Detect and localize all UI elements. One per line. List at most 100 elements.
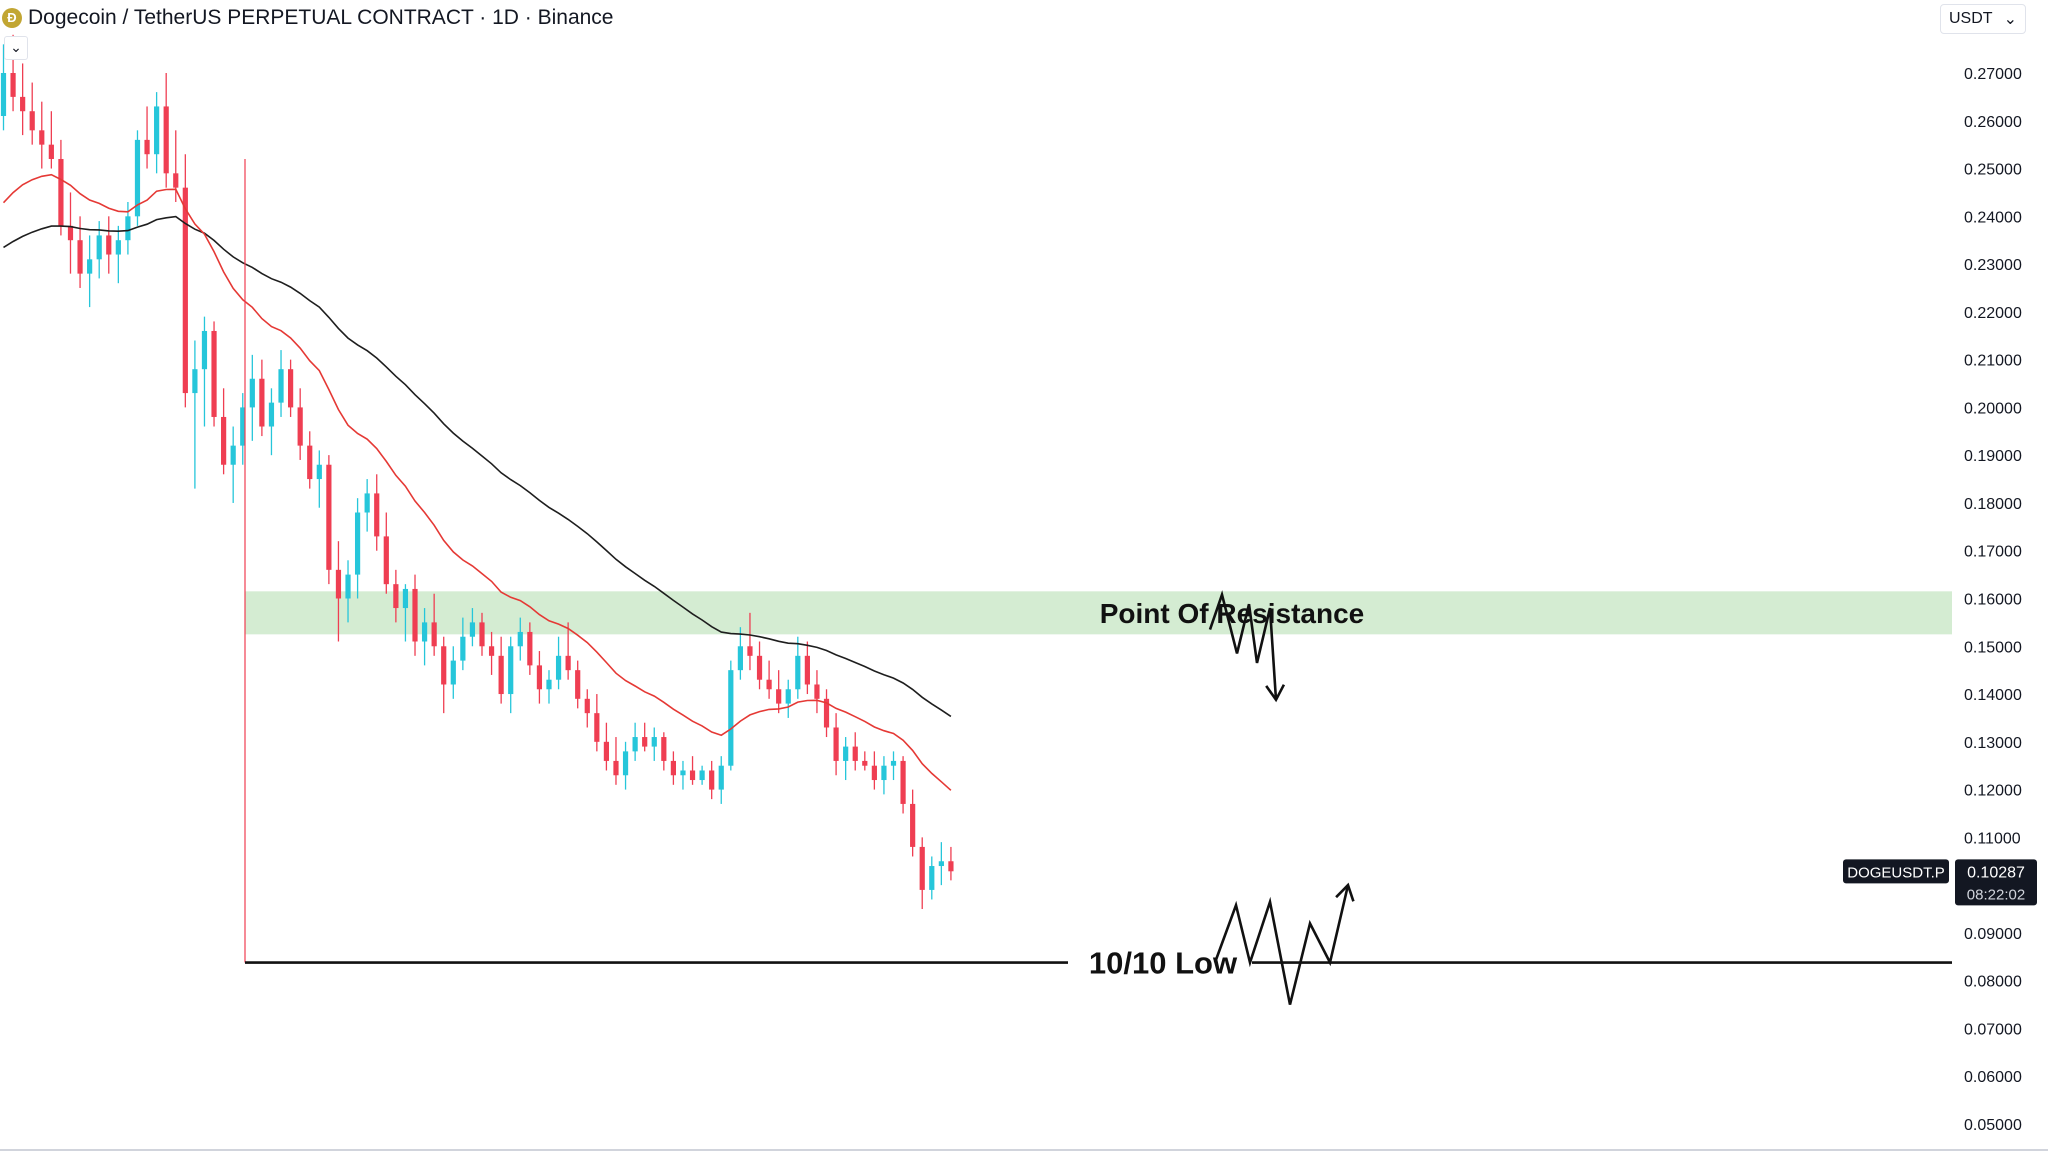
candle <box>728 660 734 771</box>
candle <box>221 388 227 475</box>
symbol-title[interactable]: Dogecoin / TetherUS PERPETUAL CONTRACT ·… <box>28 6 614 29</box>
candle-body <box>144 139 150 155</box>
candle <box>833 713 839 776</box>
candle <box>689 756 696 785</box>
candle-body <box>632 737 638 752</box>
candle-body <box>288 369 294 408</box>
candle-body <box>431 622 437 647</box>
candle <box>785 679 791 718</box>
candle <box>881 756 887 795</box>
candle <box>929 856 935 900</box>
candle <box>766 660 772 699</box>
candle-body <box>910 803 916 847</box>
collapse-button[interactable]: ⌄ <box>4 36 28 60</box>
candle-body <box>249 378 255 408</box>
candle <box>948 846 954 881</box>
candle <box>938 842 944 886</box>
y-tick-label: 0.12000 <box>1964 783 2022 800</box>
candle-body <box>402 588 409 609</box>
candle <box>622 741 629 790</box>
candle-body <box>881 765 887 781</box>
candle-body <box>230 445 236 465</box>
candle <box>488 631 495 675</box>
candle <box>87 235 93 308</box>
candle <box>890 751 897 781</box>
candle <box>259 359 265 437</box>
currency-selector[interactable]: USDT ⌄ <box>1940 4 2026 34</box>
candle-body <box>39 130 45 145</box>
candle <box>460 617 466 671</box>
candle <box>39 101 45 169</box>
last-price-tag <box>1955 859 2037 906</box>
last-price-label: 0.10287 <box>1967 864 2025 881</box>
y-tick-label: 0.27000 <box>1964 66 2022 83</box>
candle-body <box>87 259 93 274</box>
candle <box>450 646 456 699</box>
candle <box>613 737 619 785</box>
candle <box>737 627 743 680</box>
y-tick-label: 0.23000 <box>1964 257 2022 274</box>
candle <box>651 727 657 761</box>
candle <box>584 689 590 728</box>
candle-body <box>278 369 284 403</box>
candle <box>795 636 801 699</box>
candle-body <box>565 655 571 671</box>
candle <box>910 789 916 857</box>
candle-body <box>948 861 954 872</box>
candle <box>154 92 160 174</box>
candle-body <box>460 636 466 661</box>
candle-body <box>795 655 801 690</box>
candle-body <box>115 240 121 255</box>
candle-body <box>488 646 495 656</box>
candle <box>508 636 514 714</box>
candle-body <box>364 493 370 513</box>
candle <box>479 612 485 656</box>
candle-body <box>938 861 944 867</box>
candle-body <box>374 493 380 537</box>
candle-body <box>651 737 657 747</box>
candle <box>67 192 74 274</box>
candle <box>642 722 648 752</box>
time-axis-border <box>0 1149 2048 1151</box>
candle-body <box>737 646 743 671</box>
candle <box>843 737 849 781</box>
candle-body <box>603 741 610 761</box>
candle-body <box>613 760 619 776</box>
candle-body <box>718 765 724 790</box>
candle <box>594 694 600 752</box>
candle <box>871 751 877 790</box>
candle <box>115 225 121 284</box>
candle <box>230 426 236 503</box>
candle <box>517 617 523 661</box>
candle-body <box>393 584 399 609</box>
candle-body <box>163 106 169 174</box>
candle <box>48 111 54 169</box>
candle-body <box>259 378 265 427</box>
candle <box>326 455 332 585</box>
candle-body <box>766 679 772 690</box>
candle-body <box>173 173 179 188</box>
candle <box>536 651 543 704</box>
candle-body <box>0 73 7 116</box>
candle <box>670 751 676 785</box>
candle-body <box>843 746 849 761</box>
candle <box>747 612 753 671</box>
candle-body <box>182 187 188 394</box>
candle-body <box>307 445 313 480</box>
y-tick-label: 0.13000 <box>1964 735 2022 752</box>
candle-body <box>240 407 246 446</box>
candle <box>163 73 169 188</box>
candle <box>527 622 533 675</box>
candle-body <box>67 225 74 241</box>
candle <box>709 760 715 800</box>
candle <box>814 670 820 714</box>
candle-body <box>297 407 303 446</box>
symbol-tag-label: DOGEUSDT.P <box>1847 864 1945 881</box>
candle-body <box>106 235 112 255</box>
candle-body <box>221 416 227 465</box>
candle-body <box>584 698 590 714</box>
y-tick-label: 0.15000 <box>1964 639 2022 656</box>
candle-body <box>192 369 198 394</box>
candle-body <box>354 512 361 575</box>
